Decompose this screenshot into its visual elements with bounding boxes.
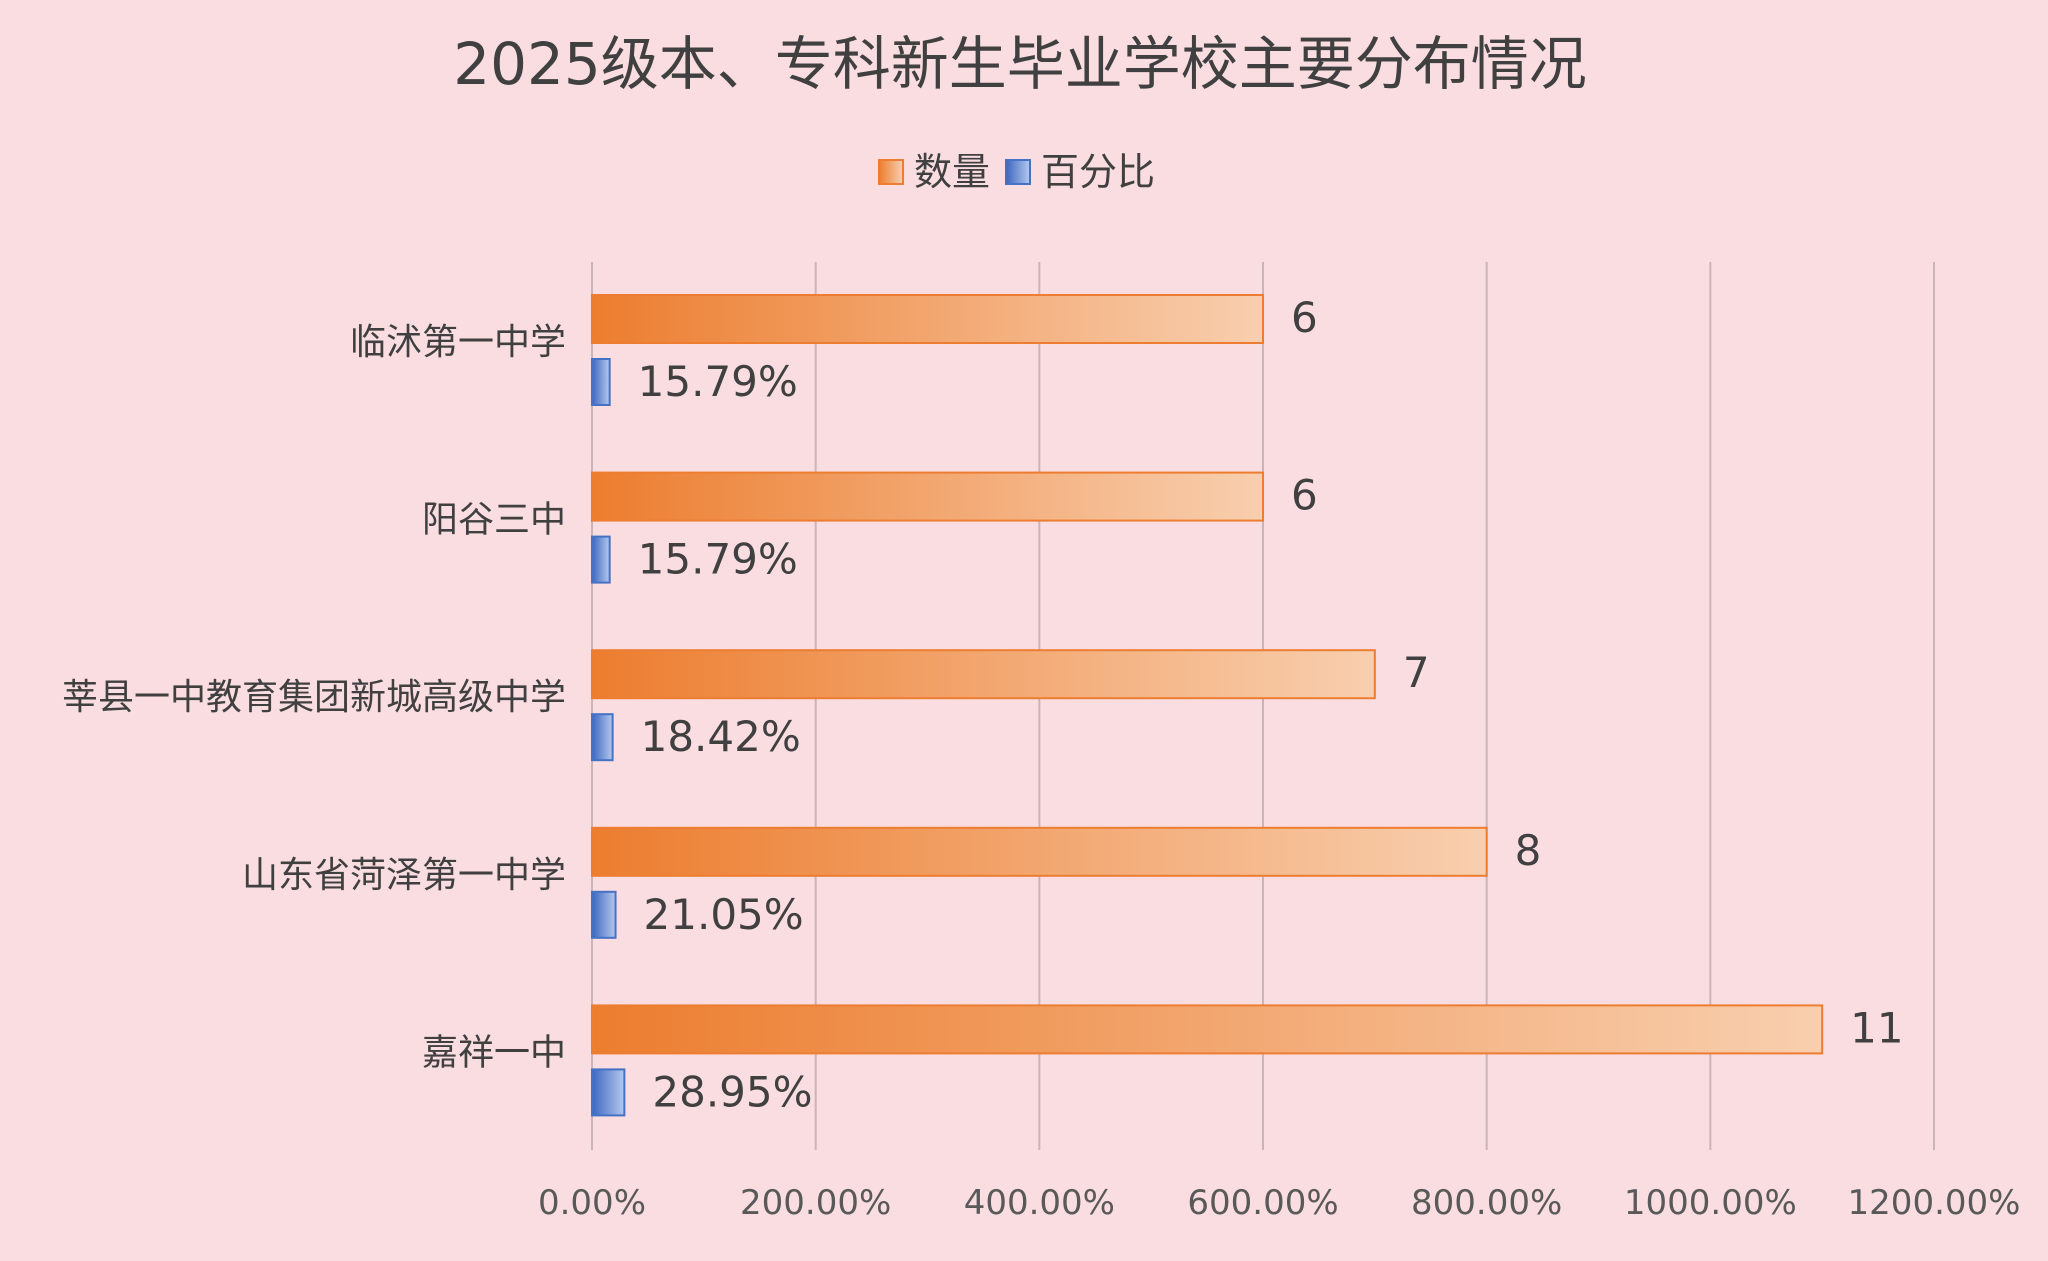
x-tick-label: 0.00% bbox=[538, 1183, 646, 1223]
data-label-count: 6 bbox=[1291, 293, 1318, 342]
x-tick-label: 1200.00% bbox=[1848, 1183, 2021, 1223]
legend-label-percent: 百分比 bbox=[1041, 150, 1155, 194]
chart-title-group: 2025级本、专科新生毕业学校主要分布情况 bbox=[453, 30, 1587, 98]
bar-count bbox=[591, 826, 1488, 877]
gridlines bbox=[591, 262, 1935, 1150]
data-label-count: 11 bbox=[1850, 1003, 1903, 1052]
data-label-count: 7 bbox=[1403, 648, 1430, 697]
category-label: 临沭第一中学 bbox=[350, 322, 566, 363]
data-labels: 6 15.79% 6 15.79% 7 18.42% 8 21.05% 11 28.95% bbox=[638, 293, 1904, 1116]
category-label: 莘县一中教育集团新城高级中学 bbox=[62, 677, 566, 718]
bar-count bbox=[591, 294, 1264, 344]
legend: 数量 百分比 bbox=[878, 150, 1155, 194]
x-tick-label: 400.00% bbox=[964, 1183, 1115, 1223]
data-label-percent: 15.79% bbox=[638, 535, 798, 584]
category-label: 山东省菏泽第一中学 bbox=[242, 855, 566, 896]
bars bbox=[591, 294, 1824, 1117]
bar-count bbox=[591, 471, 1264, 522]
bar-count bbox=[591, 649, 1376, 700]
bar-percent bbox=[591, 713, 614, 762]
data-label-count: 8 bbox=[1515, 826, 1542, 875]
bar-percent bbox=[591, 535, 611, 584]
legend-label-count: 数量 bbox=[914, 150, 990, 194]
data-label-count: 6 bbox=[1291, 471, 1318, 520]
data-label-percent: 18.42% bbox=[641, 712, 801, 761]
bar-percent bbox=[591, 1068, 626, 1117]
x-tick-label: 1000.00% bbox=[1624, 1183, 1797, 1223]
bar-percent bbox=[591, 890, 617, 939]
x-axis-ticks: 0.00% 200.00% 400.00% 600.00% 800.00% 1000.00… bbox=[538, 1183, 2020, 1223]
legend-swatch-percent bbox=[1005, 159, 1031, 185]
x-tick-label: 800.00% bbox=[1411, 1183, 1562, 1223]
category-label: 阳谷三中 bbox=[422, 500, 566, 541]
data-label-percent: 21.05% bbox=[644, 890, 804, 939]
category-label: 嘉祥一中 bbox=[422, 1032, 566, 1073]
bar-count bbox=[591, 1004, 1824, 1055]
bar-percent bbox=[591, 358, 611, 406]
x-tick-label: 200.00% bbox=[740, 1183, 891, 1223]
chart-title: 2025级本、专科新生毕业学校主要分布情况 bbox=[453, 30, 1587, 98]
data-label-percent: 15.79% bbox=[638, 357, 798, 406]
x-tick-label: 600.00% bbox=[1187, 1183, 1338, 1223]
data-label-percent: 28.95% bbox=[652, 1067, 812, 1116]
legend-swatch-count bbox=[878, 159, 904, 185]
